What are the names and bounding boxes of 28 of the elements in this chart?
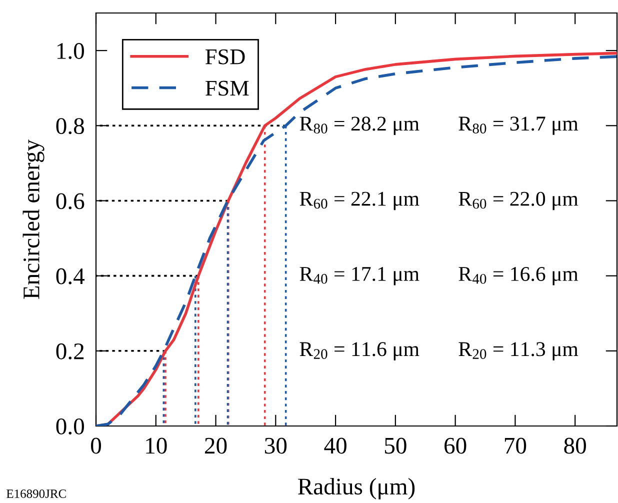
- annotation: R$_{40}$ = 16.6 μm: [458, 266, 578, 286]
- y-tick-label: 0.2: [56, 343, 84, 360]
- x-tick-label: 80: [564, 438, 586, 454]
- y-tick-label: 0.6: [56, 193, 84, 210]
- annotation: R$_{60}$ = 22.1 μm: [300, 192, 420, 210]
- x-tick-label: 30: [264, 438, 287, 454]
- annotation: R$_{80}$ = 31.7 μm: [458, 116, 578, 135]
- annotation: R$_{80}$ = 28.2 μm: [300, 116, 420, 135]
- y-tick-label: 1.0: [57, 43, 84, 60]
- x-tick-label: 40: [324, 438, 346, 454]
- legend-label: FSD: [206, 49, 245, 64]
- annotation: R$_{20}$ = 11.3 μm: [458, 342, 578, 360]
- legend-label: FSM: [206, 80, 249, 96]
- x-tick-label: 0: [90, 438, 102, 454]
- x-tick-label: 50: [384, 438, 406, 454]
- y-axis-title: Encircled energy: [22, 140, 44, 299]
- annotation: R$_{60}$ = 22.0 μm: [458, 192, 578, 210]
- annotation: R$_{40}$ = 17.1 μm: [300, 266, 420, 286]
- x-tick-label: 70: [504, 438, 526, 454]
- y-tick-label: 0.8: [56, 118, 84, 134]
- annotation: R$_{20}$ = 11.6 μm: [300, 342, 420, 360]
- x-tick-label: 60: [444, 438, 466, 454]
- x-tick-label: 20: [205, 438, 227, 454]
- x-tick-label: 10: [146, 438, 167, 454]
- y-tick-label: 0.4: [56, 268, 85, 284]
- y-tick-label: 0.0: [56, 418, 84, 435]
- text: E16890JRC: [6, 490, 66, 498]
- x-axis-title: Radius (μm): [298, 478, 415, 500]
